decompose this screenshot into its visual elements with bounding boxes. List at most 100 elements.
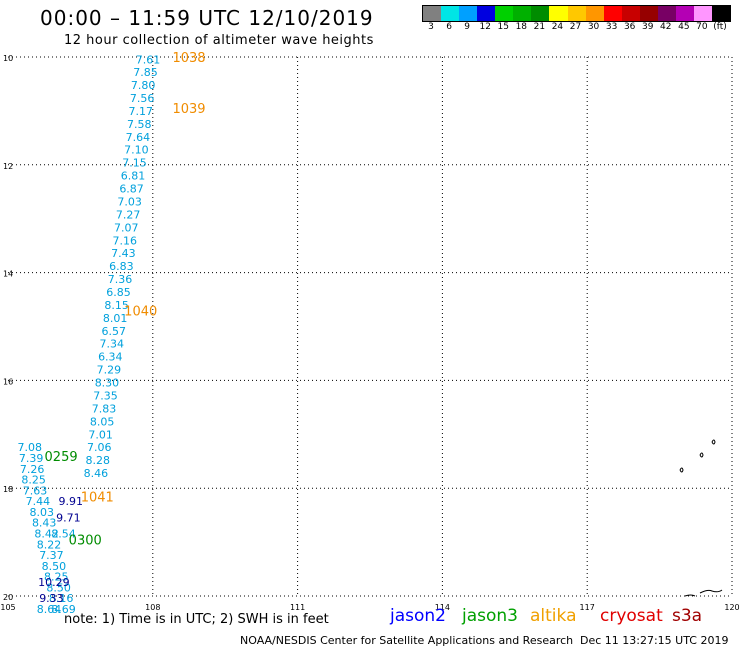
- lon-tick-label: 105: [0, 603, 15, 612]
- swh-value-label: 8.25: [21, 474, 46, 487]
- color-legend-bar: [422, 5, 731, 22]
- legend-label-5: 18: [515, 22, 528, 32]
- legend-swatch-0: [423, 6, 442, 21]
- legend-label-15: 70: [696, 22, 708, 32]
- legend-label-3: 12: [479, 22, 491, 32]
- map-title: 00:00 – 11:59 UTC 12/10/2019: [40, 6, 374, 30]
- footer-timestamp: Dec 11 13:27:15 UTC 2019: [580, 634, 729, 647]
- swh-value-label: 7.29: [97, 364, 122, 377]
- swh-value-label: 8.69: [51, 603, 76, 616]
- satellite-legend-cryosat: cryosat: [600, 606, 663, 626]
- swh-value-label: 6.81: [121, 170, 146, 183]
- swh-value-label: 8.16: [49, 592, 74, 605]
- swh-value-label: 7.39: [19, 452, 44, 465]
- swh-value-label: 7.37: [39, 549, 64, 562]
- swh-value-label: 6.83: [109, 260, 134, 273]
- lon-tick-label: 108: [145, 603, 160, 612]
- legend-swatch-7: [549, 6, 568, 21]
- swh-value-label: 9.71: [56, 511, 81, 524]
- legend-label-14: 45: [678, 22, 690, 32]
- lon-tick-label: 120: [724, 603, 739, 612]
- legend-label-7: 24: [551, 22, 564, 32]
- coastline-outline: [699, 589, 723, 594]
- swh-value-label: 8.42: [34, 527, 59, 540]
- map-note: note: 1) Time is in UTC; 2) SWH is in fe…: [64, 612, 329, 627]
- legend-swatch-8: [567, 6, 586, 21]
- lon-tick-label: 111: [290, 603, 305, 612]
- legend-swatch-5: [513, 6, 532, 21]
- pass-time-label: 0300: [69, 533, 102, 548]
- swh-value-label: 8.28: [86, 454, 111, 467]
- swh-value-label: 8.01: [103, 312, 128, 325]
- legend-label-16: (ft): [713, 22, 727, 32]
- map-subtitle: 12 hour collection of altimeter wave hei…: [64, 33, 374, 48]
- swh-value-label: 7.56: [130, 92, 155, 105]
- island-outline: [679, 467, 684, 473]
- swh-value-label: 7.01: [88, 428, 113, 441]
- legend-swatch-1: [441, 6, 460, 21]
- swh-value-label: 8.50: [46, 581, 71, 594]
- swh-value-label: 7.83: [92, 402, 117, 415]
- legend-label-2: 9: [464, 22, 471, 32]
- legend-swatch-3: [477, 6, 496, 21]
- lat-tick-label: 14: [3, 270, 13, 279]
- legend-swatch-9: [585, 6, 604, 21]
- swh-value-label: 8.46: [84, 467, 109, 480]
- legend-swatch-2: [459, 6, 478, 21]
- color-legend-labels: 3 6 9 12 15 18 21 24 27 30 33 36 39 42 45 70 (ft): [422, 0, 729, 40]
- swh-value-label: 8.03: [30, 506, 55, 519]
- legend-swatch-12: [639, 6, 658, 21]
- swh-value-label: 7.07: [114, 221, 139, 234]
- pass-time-label: 1039: [172, 102, 205, 117]
- swh-value-label: 8.22: [37, 538, 62, 551]
- legend-label-13: 42: [660, 22, 672, 32]
- swh-value-label: 7.44: [26, 495, 51, 508]
- pass-time-label: 1041: [81, 490, 114, 505]
- legend-label-6: 21: [533, 22, 546, 32]
- legend-label-1: 6: [446, 22, 452, 32]
- legend-label-9: 30: [587, 22, 600, 32]
- satellite-legend-jason2: jason2: [390, 606, 446, 626]
- footer-credit: NOAA/NESDIS Center for Satellite Applica…: [240, 634, 574, 647]
- legend-swatch-15: [693, 6, 712, 21]
- coastline-outline: [684, 594, 696, 597]
- legend-swatch-10: [603, 6, 622, 21]
- swh-value-label: 7.63: [23, 484, 48, 497]
- swh-value-label: 7.27: [116, 208, 141, 221]
- lon-tick-label: 117: [580, 603, 595, 612]
- swh-value-label: 7.43: [111, 247, 136, 260]
- pass-time-label: 0259: [45, 450, 78, 465]
- swh-value-label: 8.25: [44, 571, 69, 584]
- swh-value-label: 6.34: [98, 351, 123, 364]
- swh-value-label: 9.91: [58, 495, 83, 508]
- island-outline: [699, 452, 704, 458]
- legend-label-10: 33: [605, 22, 618, 32]
- lat-tick-label: 18: [3, 485, 13, 494]
- legend-swatch-16: [712, 6, 731, 21]
- swh-value-label: 8.05: [90, 415, 115, 428]
- swh-value-label: 6.87: [119, 183, 144, 196]
- legend-label-12: 39: [642, 22, 654, 32]
- pass-time-label: 1038: [172, 51, 205, 66]
- legend-swatch-6: [531, 6, 550, 21]
- swh-value-label: 7.08: [17, 441, 42, 454]
- lat-tick-label: 12: [3, 162, 13, 171]
- swh-value-label: 7.03: [117, 195, 142, 208]
- lat-tick-label: 20: [3, 593, 13, 602]
- swh-value-label: 8.30: [95, 377, 120, 390]
- legend-swatch-14: [675, 6, 694, 21]
- swh-value-label: 7.35: [93, 389, 118, 402]
- swh-value-label: 7.34: [100, 338, 125, 351]
- swh-value-label: 10.29: [38, 576, 70, 589]
- legend-label-8: 27: [569, 22, 582, 32]
- swh-value-label: 7.15: [122, 157, 147, 170]
- swh-value-label: 7.85: [133, 66, 158, 79]
- swh-value-label: 7.06: [87, 441, 112, 454]
- swh-value-label: 8.15: [104, 299, 129, 312]
- swh-value-label: 8.64: [37, 603, 62, 616]
- lat-tick-label: 16: [3, 377, 13, 386]
- legend-swatch-4: [495, 6, 514, 21]
- satellite-legend-jason3: jason3: [462, 606, 518, 626]
- legend-swatch-11: [621, 6, 640, 21]
